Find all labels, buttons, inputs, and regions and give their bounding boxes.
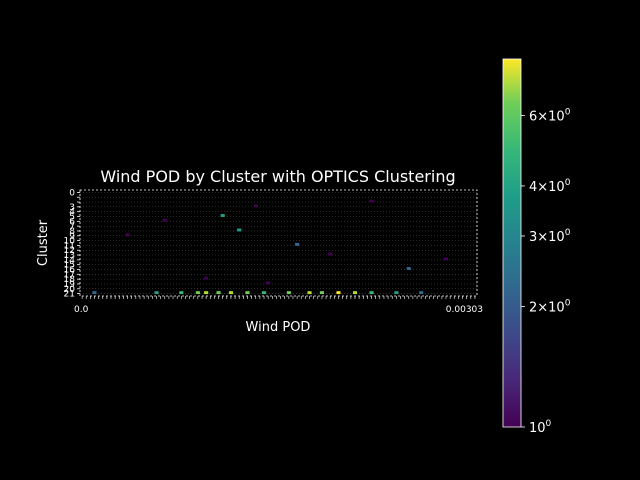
colorbar-tick-label: 4×100 — [529, 178, 571, 195]
heatmap-cell — [286, 291, 291, 295]
y-tick-label: 14 — [64, 256, 76, 266]
heatmap-cell — [92, 291, 97, 295]
y-tick-label: 10 — [64, 237, 76, 247]
colorbar-tick-label: 3×100 — [529, 228, 571, 245]
y-tick-label: 18 — [64, 275, 76, 285]
heatmap-cell — [216, 291, 221, 295]
y-tick-label: 20 — [64, 285, 76, 295]
heatmap-cell — [237, 228, 242, 232]
colorbar-tick-label: 100 — [529, 419, 552, 436]
y-tick-label: 15 — [64, 261, 75, 271]
heatmap-cell — [319, 291, 324, 295]
x-tick-label: 0.00303 — [446, 305, 483, 315]
y-tick-label: 6 — [69, 217, 75, 227]
plot-area — [79, 189, 478, 297]
heatmap-cell — [336, 291, 341, 295]
y-tick-label: 9 — [69, 232, 75, 242]
heatmap-cell — [245, 291, 250, 295]
heatmap-cell — [369, 291, 374, 295]
y-tick-label: 7 — [69, 222, 75, 232]
heatmap-cell — [406, 267, 411, 270]
heatmap-cell — [154, 291, 159, 295]
heatmap-cell — [443, 257, 449, 261]
heatmap-cell — [204, 276, 209, 280]
heatmap-cell — [328, 252, 333, 256]
heatmap-cell — [295, 243, 300, 246]
y-tick-label: 11 — [64, 241, 75, 251]
heatmap-cell — [266, 281, 271, 285]
colorbar-tick-label: 6×100 — [529, 107, 571, 124]
heatmap-cell — [195, 291, 200, 295]
y-tick-label: 12 — [64, 246, 75, 256]
heatmap-cell — [220, 214, 225, 217]
y-tick-label: 8 — [69, 227, 75, 237]
y-tick-label: 16 — [64, 266, 76, 276]
y-axis-label: Cluster — [36, 219, 51, 266]
y-tick-label: 17 — [64, 270, 75, 280]
heatmap-cells — [92, 199, 449, 295]
x-axis-ticks: 0.0 0.00303 — [74, 296, 483, 315]
heatmap-cell — [352, 291, 358, 295]
heatmap-cell — [261, 291, 267, 295]
colorbar — [502, 58, 522, 428]
x-axis-label: Wind POD — [246, 320, 311, 335]
y-tick-label: 4 — [69, 208, 75, 218]
y-tick-label: 19 — [64, 280, 76, 290]
colorbar-ticks: 100 2×100 3×100 4×100 6×100 — [521, 107, 571, 436]
heatmap-cell — [204, 291, 209, 295]
chart-title: Wind POD by Cluster with OPTICS Clusteri… — [100, 167, 455, 186]
x-tick-label: 0.0 — [74, 305, 89, 315]
y-tick-label: 3 — [69, 203, 75, 213]
heatmap-cell — [162, 218, 167, 222]
heatmap-cell — [394, 291, 399, 295]
grid-lines — [80, 192, 477, 294]
heatmap-cell — [228, 291, 234, 295]
y-tick-label: 21 — [64, 290, 75, 300]
heatmap-cell — [419, 291, 424, 295]
y-tick-label: 0 — [69, 188, 75, 198]
y-tick-label: 13 — [64, 251, 75, 261]
y-tick-label: 5 — [69, 213, 75, 223]
heatmap-cell — [253, 204, 258, 208]
colorbar-tick-label: 2×100 — [529, 298, 571, 315]
heatmap-cell — [125, 233, 130, 237]
heatmap-cell — [369, 199, 374, 203]
heatmap-cell — [307, 291, 312, 295]
heatmap-cell — [179, 291, 184, 295]
